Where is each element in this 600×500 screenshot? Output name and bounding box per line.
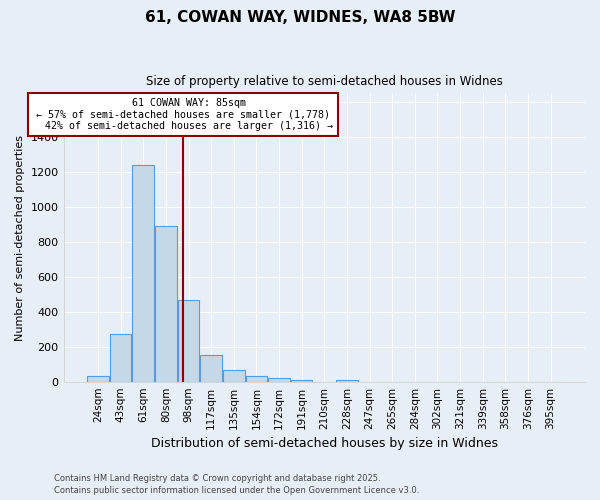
Bar	[268, 378, 290, 382]
Y-axis label: Number of semi-detached properties: Number of semi-detached properties	[15, 134, 25, 340]
Bar	[245, 376, 267, 382]
Bar	[200, 354, 222, 382]
Bar	[336, 380, 358, 382]
X-axis label: Distribution of semi-detached houses by size in Widnes: Distribution of semi-detached houses by …	[151, 437, 498, 450]
Bar	[133, 165, 154, 382]
Bar	[155, 226, 176, 382]
Text: Contains HM Land Registry data © Crown copyright and database right 2025.
Contai: Contains HM Land Registry data © Crown c…	[54, 474, 419, 495]
Bar	[291, 380, 313, 382]
Bar	[178, 300, 199, 382]
Bar	[87, 376, 109, 382]
Title: Size of property relative to semi-detached houses in Widnes: Size of property relative to semi-detach…	[146, 75, 503, 88]
Text: 61 COWAN WAY: 85sqm
← 57% of semi-detached houses are smaller (1,778)
  42% of s: 61 COWAN WAY: 85sqm ← 57% of semi-detach…	[33, 98, 333, 131]
Text: 61, COWAN WAY, WIDNES, WA8 5BW: 61, COWAN WAY, WIDNES, WA8 5BW	[145, 10, 455, 25]
Bar	[223, 370, 245, 382]
Bar	[110, 334, 131, 382]
